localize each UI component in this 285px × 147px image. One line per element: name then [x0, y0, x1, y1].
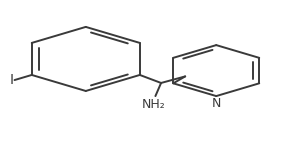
- Text: NH₂: NH₂: [142, 97, 166, 111]
- Text: N: N: [211, 97, 221, 110]
- Text: I: I: [9, 73, 13, 87]
